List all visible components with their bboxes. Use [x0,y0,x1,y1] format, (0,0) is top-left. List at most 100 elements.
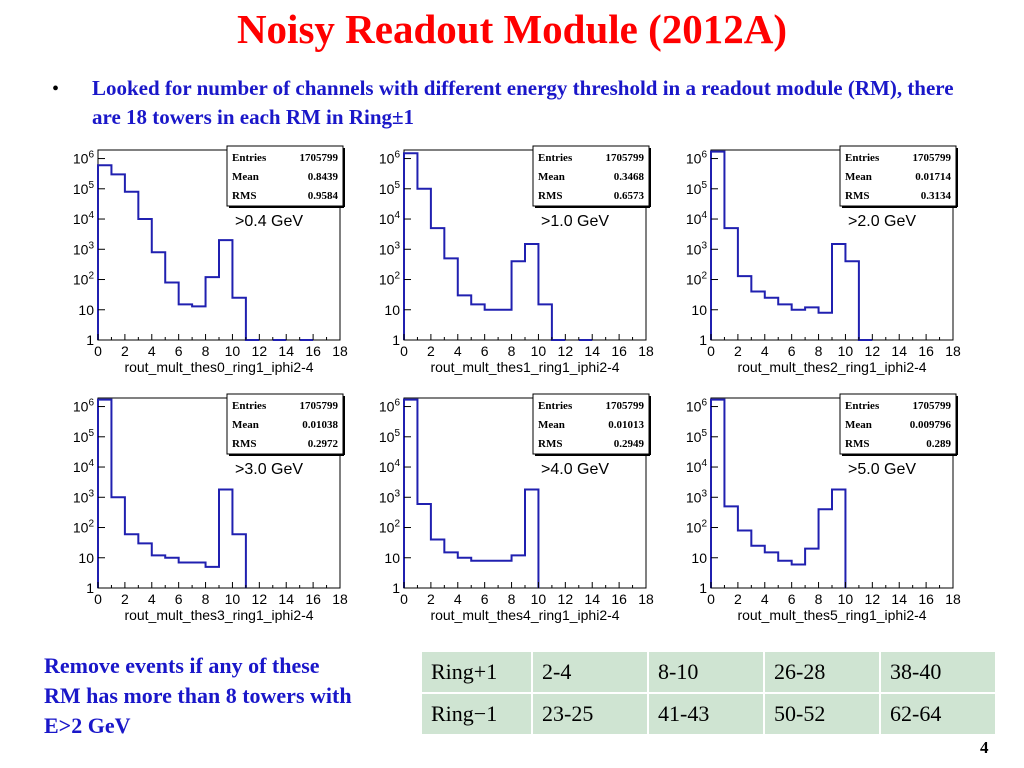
y-tick-exponent: 5 [88,428,94,439]
y-tick-label: 103 [686,488,708,505]
x-tick-label: 0 [400,343,408,359]
x-tick-label: 18 [332,591,348,607]
stats-label: Entries [538,152,573,164]
y-tick-label: 106 [379,150,401,167]
y-tick-exponent: 3 [701,488,707,499]
stats-label: RMS [538,438,562,450]
x-tick-label: 16 [305,591,321,607]
y-tick-exponent: 2 [394,271,400,282]
y-tick-exponent: 5 [88,180,94,191]
stats-label: RMS [232,190,256,202]
x-tick-label: 18 [332,343,348,359]
y-tick-label: 103 [73,240,95,257]
table-row: Ring+1 2-4 8-10 26-28 38-40 [420,650,997,694]
stats-box [839,145,957,207]
stats-value: 1705799 [606,152,645,164]
threshold-label: >4.0 GeV [541,461,609,478]
y-tick-exponent: 5 [394,428,400,439]
stats-value: 1705799 [300,400,339,412]
y-tick-label: 104 [73,210,95,227]
y-tick-exponent: 3 [701,240,707,251]
y-tick-exponent: 2 [701,519,707,530]
x-axis-label: rout_mult_thes2_ring1_iphi2-4 [737,359,926,375]
x-tick-label: 4 [454,343,462,359]
x-tick-label: 18 [638,343,654,359]
stats-value: 0.8439 [308,171,339,183]
x-tick-label: 14 [891,343,907,359]
table-cell: 8-10 [647,650,765,694]
histogram-panel-6: 0 2 4 6 8 10 12 14 16 18 1 10 102 103 104 105 106 rout_mu… [673,390,973,630]
y-tick-label: 10 [78,302,94,318]
x-tick-label: 4 [148,343,156,359]
y-tick-exponent: 4 [701,210,707,221]
histogram-svg: 0 2 4 6 8 10 12 14 16 18 1 10 102 103 104 105 106 rout_mu… [379,145,654,375]
x-tick-label: 4 [761,343,769,359]
stats-value: 0.289 [926,438,951,450]
histogram-line [710,398,847,588]
x-axis-label: rout_mult_thes1_ring1_iphi2-4 [430,359,619,375]
table-cell: 62-64 [879,692,997,736]
y-tick-exponent: 5 [394,180,400,191]
stats-value: 0.9584 [308,190,339,202]
readout-module-table: Ring+1 2-4 8-10 26-28 38-40 Ring−1 23-25… [420,650,997,736]
y-tick-label: 104 [73,458,95,475]
stats-value: 0.01714 [915,171,951,183]
x-tick-label: 6 [175,343,183,359]
threshold-label: >0.4 GeV [235,213,303,230]
x-tick-label: 14 [584,591,600,607]
y-tick-exponent: 4 [394,210,400,221]
y-tick-label: 105 [73,180,95,197]
y-tick-label: 102 [686,519,708,536]
x-tick-label: 14 [278,591,294,607]
histogram-panel-1: 0 2 4 6 8 10 12 14 16 18 1 10 102 103 104 105 106 rout_mu… [60,142,360,382]
histogram-svg: 0 2 4 6 8 10 12 14 16 18 1 10 102 103 104 105 106 rout_mu… [686,145,961,375]
threshold-label: >5.0 GeV [848,461,916,478]
y-tick-exponent: 6 [394,398,400,409]
table-cell-row-label: Ring−1 [420,692,533,736]
x-tick-label: 14 [891,591,907,607]
y-tick-label: 104 [686,210,708,227]
y-tick-label: 10 [384,550,400,566]
x-axis-label: rout_mult_thes0_ring1_iphi2-4 [124,359,313,375]
note-text: Remove events if any of these RM has mor… [44,653,352,738]
x-tick-label: 16 [918,343,934,359]
bullet-marker: • [52,78,60,100]
y-tick-label: 105 [379,180,401,197]
y-tick-label: 105 [686,428,708,445]
x-tick-label: 8 [815,591,823,607]
y-tick-label: 1 [699,580,707,596]
table-cell: 41-43 [647,692,765,736]
histogram-panel-2: 0 2 4 6 8 10 12 14 16 18 1 10 102 103 104 105 106 rout_mu… [366,142,666,382]
stats-value: 0.01013 [608,419,644,431]
histogram-line [403,152,593,341]
stats-value: 0.3468 [614,171,645,183]
y-tick-label: 103 [73,488,95,505]
y-tick-label: 102 [686,271,708,288]
y-tick-label: 103 [686,240,708,257]
y-tick-label: 1 [699,332,707,348]
y-tick-exponent: 2 [701,271,707,282]
x-tick-label: 0 [707,343,715,359]
x-axis-label: rout_mult_thes4_ring1_iphi2-4 [430,607,619,623]
x-tick-label: 2 [427,591,435,607]
x-tick-label: 6 [481,343,489,359]
x-tick-label: 6 [788,343,796,359]
table-cell: 26-28 [763,650,881,694]
y-tick-exponent: 3 [88,488,94,499]
threshold-label: >1.0 GeV [541,213,609,230]
x-tick-label: 6 [481,591,489,607]
x-tick-label: 10 [838,591,854,607]
x-tick-label: 10 [531,343,547,359]
stats-label: RMS [538,190,562,202]
stats-value: 0.01038 [302,419,338,431]
x-tick-label: 4 [148,591,156,607]
y-tick-exponent: 3 [88,240,94,251]
stats-value: 0.2949 [614,438,645,450]
y-tick-label: 104 [379,210,401,227]
histogram-line [403,398,540,588]
threshold-label: >2.0 GeV [848,213,916,230]
x-axis-label: rout_mult_thes3_ring1_iphi2-4 [124,607,313,623]
stats-value: 0.2972 [308,438,339,450]
table-cell: 2-4 [531,650,649,694]
y-tick-label: 103 [379,488,401,505]
